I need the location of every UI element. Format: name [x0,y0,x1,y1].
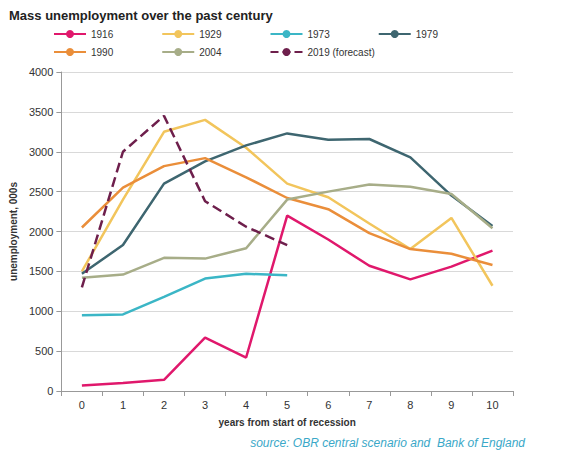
svg-text:1000: 1000 [29,305,53,317]
svg-text:2019 (forecast): 2019 (forecast) [307,47,374,58]
svg-text:years from start of recession: years from start of recession [219,417,356,428]
svg-text:3000: 3000 [29,146,53,158]
svg-text:4000: 4000 [29,66,53,78]
svg-text:8: 8 [407,399,413,411]
svg-text:6: 6 [325,399,331,411]
svg-text:4: 4 [243,399,249,411]
svg-text:5: 5 [284,399,290,411]
svg-text:1500: 1500 [29,265,53,277]
svg-text:2500: 2500 [29,186,53,198]
svg-text:1916: 1916 [91,29,114,40]
svg-text:3500: 3500 [29,106,53,118]
svg-text:source: OBR central scenario a: source: OBR central scenario and Bank of… [250,436,525,450]
svg-text:1929: 1929 [199,29,222,40]
svg-text:0: 0 [79,399,85,411]
svg-text:7: 7 [366,399,372,411]
svg-text:Mass unemployment over the pas: Mass unemployment over the past century [9,8,273,23]
svg-text:10: 10 [486,399,498,411]
svg-text:1990: 1990 [91,47,114,58]
svg-text:1973: 1973 [307,29,330,40]
svg-text:2004: 2004 [199,47,222,58]
svg-text:0: 0 [47,385,53,397]
svg-text:3: 3 [202,399,208,411]
svg-text:1979: 1979 [416,29,439,40]
svg-text:500: 500 [35,345,53,357]
svg-text:2000: 2000 [29,226,53,238]
svg-text:9: 9 [448,399,454,411]
svg-text:unemployment, 000s: unemployment, 000s [8,182,19,281]
svg-text:1: 1 [120,399,126,411]
svg-text:2: 2 [161,399,167,411]
